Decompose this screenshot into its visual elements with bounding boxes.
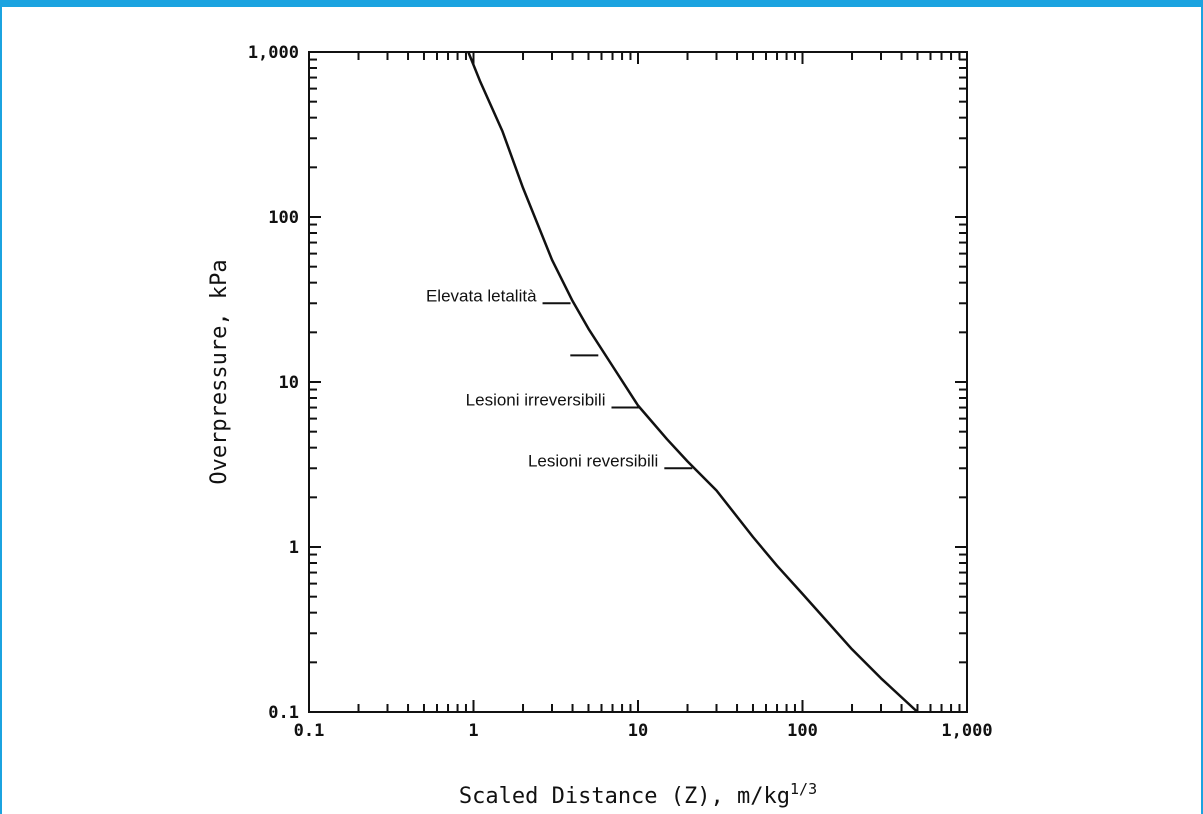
annotation-label: Lesioni irreversibili [466, 391, 606, 410]
x-tick-label: 0.1 [294, 721, 325, 741]
x-tick-label: 100 [787, 721, 818, 741]
plot-area-border [308, 51, 968, 713]
y-tick-label: 0.1 [268, 703, 299, 723]
y-tick-label: 100 [268, 208, 299, 228]
series-line [467, 51, 919, 713]
x-axis-title-superscript: 1/3 [790, 780, 817, 798]
annotation-label: Lesioni reversibili [528, 451, 658, 470]
x-tick-label: 10 [628, 721, 648, 741]
x-tick-label: 1 [468, 721, 478, 741]
annotation-label: Elevata letalità [426, 286, 537, 305]
y-axis-title: Overpressure, kPa [207, 259, 232, 484]
y-tick-label: 10 [279, 373, 299, 393]
y-tick-label: 1 [289, 538, 299, 558]
y-tick-label: 1,000 [248, 43, 299, 63]
x-axis-title: Scaled Distance (Z), m/kg1/3 [459, 780, 817, 809]
x-tick-label: 1,000 [941, 721, 992, 741]
